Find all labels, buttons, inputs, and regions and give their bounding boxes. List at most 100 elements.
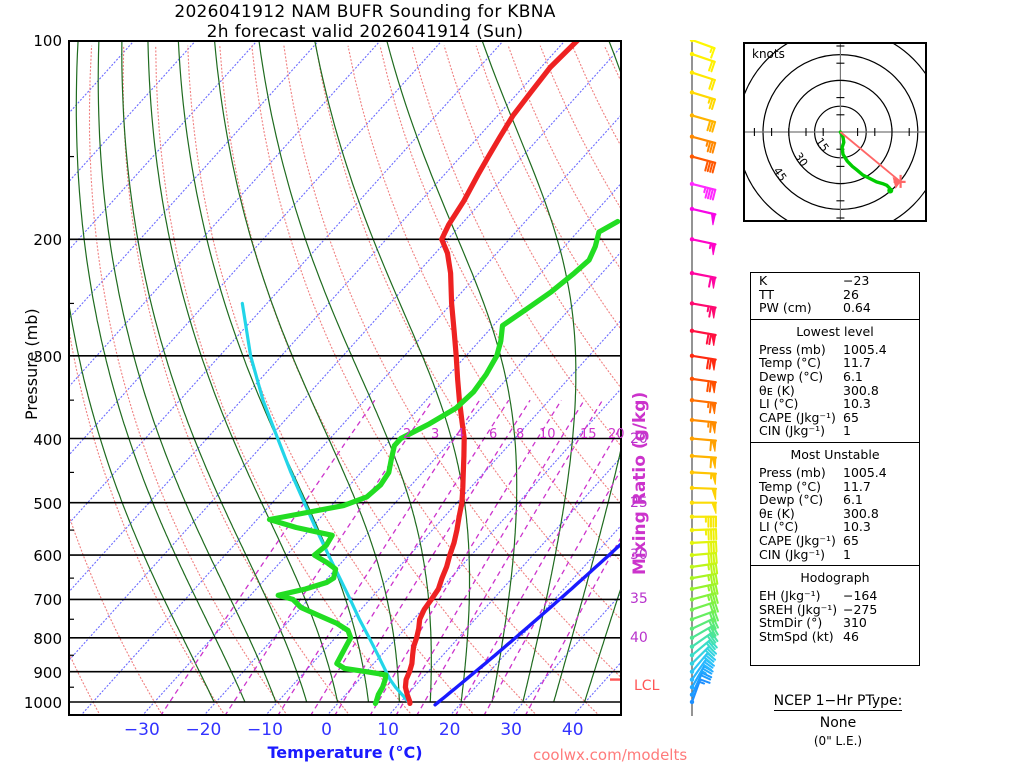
hodograph-stat-row: StmDir (°) 310 — [751, 616, 919, 630]
divider — [751, 441, 919, 443]
indices-section: K −23 TT 26 PW (cm) 0.64 — [751, 273, 919, 317]
mixing-ratio-line-label: 6 — [489, 427, 498, 442]
mixing-ratio-line-label: 8 — [516, 427, 525, 442]
wind-barb — [689, 624, 719, 641]
info-row-key: StmSpd (kt) — [759, 628, 834, 644]
info-row-value: 300.8 — [843, 505, 879, 521]
most-unstable-row: Press (mb) 1005.4 — [751, 466, 919, 480]
temperature-tick-label: 0 — [321, 720, 332, 740]
storm-motion-vector — [839, 131, 906, 189]
temperature-tick-label: 30 — [500, 720, 522, 740]
plot-background — [68, 40, 622, 716]
wind-barb — [689, 562, 719, 576]
temperature-tick-label: −10 — [247, 720, 283, 740]
temperature-tick-label: 20 — [438, 720, 461, 740]
wind-barb — [689, 645, 718, 666]
wind-barb — [689, 671, 713, 697]
skewt-plot[interactable] — [68, 40, 622, 716]
chart-title-block: 2026041912 NAM BUFR Sounding for KBNA 2h… — [0, 2, 730, 42]
y-axis-title: Pressure (mb) — [22, 308, 41, 420]
pressure-tick-label: 900 — [33, 663, 62, 682]
lowest-level-row: Temp (°C) 11.7 — [751, 356, 919, 370]
dewpoint-trace — [266, 218, 621, 707]
info-row-key: CAPE (Jkg⁻¹) — [759, 409, 836, 425]
info-row-key: Dewp (°C) — [759, 492, 824, 508]
thick-blue-reference-line — [433, 540, 622, 707]
lowest-level-row: Press (mb) 1005.4 — [751, 343, 919, 357]
title-line-1: 2026041912 NAM BUFR Sounding for KBNA — [174, 2, 556, 22]
wind-barb — [689, 397, 717, 415]
wind-barb — [689, 328, 717, 346]
ptype-title: NCEP 1−Hr PType: — [773, 693, 903, 711]
lowest-level-row: CIN (Jkg⁻¹) 1 — [751, 424, 919, 438]
wind-barb — [689, 206, 717, 226]
info-row-value: 1005.4 — [843, 464, 887, 480]
info-row-key: K — [759, 273, 768, 288]
info-row-key: SREH (Jkg⁻¹) — [759, 601, 838, 617]
mixing-ratio-axis-tick: 25 — [630, 494, 648, 511]
wind-barb — [689, 270, 717, 289]
info-row-key: Press (mb) — [759, 341, 826, 357]
wind-barb — [689, 51, 716, 73]
pressure-tick-label: 600 — [33, 547, 62, 566]
pressure-tick-label: 100 — [33, 32, 62, 50]
hodograph-stat-row: SREH (Jkg⁻¹) −275 — [751, 603, 919, 617]
info-row-key: θᴇ (K) — [759, 382, 795, 398]
pressure-tick-label: 500 — [33, 494, 62, 513]
wind-barb — [689, 90, 717, 110]
hodograph-stats-section: EH (Jkg⁻¹) −164 SREH (Jkg⁻¹) −275 StmDir (°)… — [751, 588, 919, 645]
wind-barb — [689, 572, 719, 586]
info-row-key: Press (mb) — [759, 464, 826, 480]
mixing-ratio-line-label: 4 — [456, 427, 465, 442]
most-unstable-row: CAPE (Jkg⁻¹) 65 — [751, 534, 919, 548]
wind-barb — [689, 527, 718, 541]
info-row-value: 1005.4 — [843, 341, 887, 357]
mixing-ratio-axis-tick: 35 — [630, 591, 648, 608]
mixing-ratio-line-label: 2 — [403, 427, 412, 442]
info-row-value: 310 — [843, 615, 867, 631]
wind-barb — [689, 678, 711, 705]
pressure-tick-label: 200 — [33, 231, 62, 250]
temperature-trace — [402, 40, 581, 707]
wind-barb — [689, 514, 718, 528]
most-unstable-row: LI (°C) 10.3 — [751, 520, 919, 534]
info-row-key: CAPE (Jkg⁻¹) — [759, 532, 836, 548]
info-row-value: −275 — [843, 601, 878, 617]
info-row-key: EH (Jkg⁻¹) — [759, 588, 821, 604]
info-row-value: −164 — [843, 588, 878, 604]
info-row-key: StmDir (°) — [759, 615, 823, 631]
info-row-key: Dewp (°C) — [759, 368, 824, 384]
wind-barb — [689, 113, 717, 133]
info-row-key: CIN (Jkg⁻¹) — [759, 423, 825, 439]
hodograph-ring-label: 45 — [771, 165, 790, 184]
temperature-tick-label: −30 — [123, 720, 160, 740]
pressure-tick-label: 300 — [33, 347, 62, 366]
mixing-ratio-axis-tick: 20 — [630, 430, 648, 447]
info-row-key: Temp (°C) — [759, 355, 822, 371]
lowest-level-row: θᴇ (K) 300.8 — [751, 382, 919, 398]
pressure-tick-label: 400 — [33, 430, 62, 449]
hodograph-panel[interactable]: 15 30 45 — [736, 28, 945, 236]
title-line-2: 2h forecast valid 2026041914 (Sun) — [206, 22, 524, 42]
wind-barb — [689, 551, 718, 565]
x-axis-title: Temperature (°C) — [267, 743, 423, 762]
most-unstable-row: Dewp (°C) 6.1 — [751, 493, 919, 507]
wind-barb — [689, 485, 718, 500]
mixing-ratio-line-label: 3 — [431, 427, 440, 442]
watermark: coolwx.com/modelts — [533, 746, 688, 764]
most-unstable-section: Press (mb) 1005.4 Temp (°C) 11.7 Dewp (°C) 6.… — [751, 465, 919, 563]
info-row-key: LI (°C) — [759, 396, 799, 412]
temperature-tick-label: 40 — [561, 720, 584, 740]
most-unstable-row: CIN (Jkg⁻¹) 1 — [751, 547, 919, 562]
wind-barb — [689, 453, 718, 469]
pressure-tick-label: 1000 — [23, 693, 62, 712]
index-row: K −23 — [751, 274, 919, 288]
hodograph-units-label: knots — [752, 47, 785, 61]
most-unstable-row: Temp (°C) 11.7 — [751, 479, 919, 494]
ptype-value: None — [819, 715, 857, 731]
wind-barb — [689, 353, 717, 371]
hodograph-stats-header: Hodograph — [800, 570, 870, 586]
info-row-value: 65 — [843, 532, 859, 548]
info-row-value: 46 — [843, 628, 859, 644]
